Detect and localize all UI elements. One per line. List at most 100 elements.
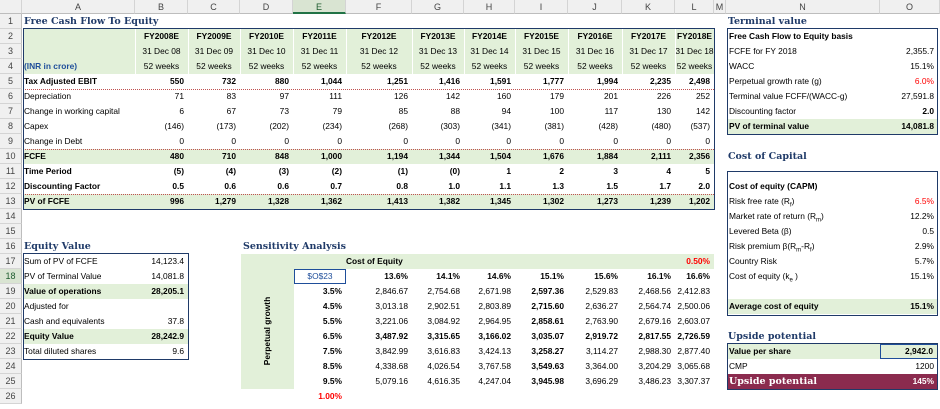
period-end-date[interactable]: 31 Dec 09 <box>194 46 234 56</box>
fcfe-value-cell[interactable]: 1.7 <box>659 181 671 191</box>
period-weeks[interactable]: 52 weeks <box>523 61 560 71</box>
column-header-b[interactable]: B <box>135 0 188 14</box>
period-end-date[interactable]: 31 Dec 14 <box>470 46 509 56</box>
sensitivity-cell[interactable]: 2,858.61 <box>531 316 564 326</box>
sensitivity-cell[interactable]: 3,114.27 <box>586 346 618 356</box>
growth-header[interactable]: 6.5% <box>322 331 342 341</box>
fcfe-value-cell[interactable]: 1,328 <box>268 196 289 206</box>
fcfe-value-cell[interactable]: 226 <box>657 91 671 101</box>
fcfe-value-cell[interactable]: 1,504 <box>490 151 511 161</box>
fcfe-value-cell[interactable]: 5 <box>705 166 710 176</box>
fcfe-value-cell[interactable]: (0) <box>449 166 460 176</box>
fcfe-value-cell[interactable]: 1,044 <box>321 76 342 86</box>
column-header-c[interactable]: C <box>188 0 240 14</box>
upside-value[interactable]: 145% <box>912 376 934 386</box>
sensitivity-cell[interactable]: 2,500.06 <box>677 301 710 311</box>
fcfe-value-cell[interactable]: 2,498 <box>689 76 710 86</box>
fcfe-value-cell[interactable]: 1,382 <box>439 196 460 206</box>
year-header[interactable]: FY2018E <box>677 31 712 41</box>
coe-header[interactable]: 16.1% <box>647 271 671 281</box>
column-header-d[interactable]: D <box>240 0 293 14</box>
fcfe-value-cell[interactable]: 848 <box>275 151 289 161</box>
row-header-14[interactable]: 14 <box>0 209 22 224</box>
fcfe-value-cell[interactable]: 1,676 <box>543 151 564 161</box>
sensitivity-cell[interactable]: 5,079.16 <box>375 376 408 386</box>
year-header[interactable]: FY2014E <box>472 31 507 41</box>
fcfe-value-cell[interactable]: 97 <box>279 91 289 101</box>
fcfe-value-cell[interactable]: 1.5 <box>606 181 618 191</box>
fcfe-value-cell[interactable]: 85 <box>398 106 408 116</box>
coe-header[interactable]: 14.6% <box>487 271 511 281</box>
fcfe-value-cell[interactable]: 142 <box>446 91 460 101</box>
fcfe-value-cell[interactable]: 2,356 <box>689 151 710 161</box>
row-header-9[interactable]: 9 <box>0 134 22 149</box>
fcfe-value-cell[interactable]: 0 <box>613 136 618 146</box>
sensitivity-cell[interactable]: 4,338.68 <box>375 361 408 371</box>
row-header-16[interactable]: 16 <box>0 239 22 254</box>
column-header-e[interactable]: E <box>293 0 346 14</box>
equity-value[interactable]: 37.8 <box>167 316 184 326</box>
fcfe-value-cell[interactable]: 480 <box>170 151 184 161</box>
row-header-17[interactable]: 17 <box>0 254 22 269</box>
fcfe-value-cell[interactable]: (5) <box>173 166 184 176</box>
fcfe-value-cell[interactable]: 1 <box>506 166 511 176</box>
fcfe-value-cell[interactable]: (428) <box>598 121 618 131</box>
fcfe-value-cell[interactable]: 0.6 <box>277 181 289 191</box>
fcfe-value-cell[interactable]: 160 <box>497 91 511 101</box>
period-end-date[interactable]: 31 Dec 12 <box>359 46 399 56</box>
fcfe-value-cell[interactable]: 0 <box>179 136 184 146</box>
fcfe-value-cell[interactable]: (381) <box>544 121 564 131</box>
fcfe-value-cell[interactable]: 117 <box>604 106 618 116</box>
row-header-21[interactable]: 21 <box>0 314 22 329</box>
fcfe-value-cell[interactable]: (234) <box>322 121 342 131</box>
sensitivity-cell[interactable]: 2,636.27 <box>585 301 618 311</box>
fcfe-value-cell[interactable]: 2,235 <box>650 76 671 86</box>
period-end-date[interactable]: 31 Dec 11 <box>300 46 339 56</box>
sensitivity-cell[interactable]: 3,486.23 <box>638 376 671 386</box>
sensitivity-cell[interactable]: 3,767.58 <box>478 361 511 371</box>
upside-value[interactable]: 1200 <box>915 361 934 371</box>
period-end-date[interactable]: 31 Dec 13 <box>418 46 458 56</box>
fcfe-value-cell[interactable]: (480) <box>651 121 671 131</box>
sensitivity-cell[interactable]: 3,221.06 <box>375 316 408 326</box>
fcfe-value-cell[interactable]: 0 <box>559 136 564 146</box>
column-header-n[interactable]: N <box>726 0 880 14</box>
fcfe-value-cell[interactable]: 1.1 <box>499 181 511 191</box>
terminal-value[interactable]: 15.1% <box>910 61 934 71</box>
period-weeks[interactable]: 52 weeks <box>577 61 613 71</box>
sensitivity-cell[interactable]: 3,013.18 <box>375 301 408 311</box>
fcfe-value-cell[interactable]: 79 <box>332 106 342 116</box>
fcfe-value-cell[interactable]: 67 <box>226 106 236 116</box>
equity-value[interactable]: 28,205.1 <box>151 286 184 296</box>
sensitivity-cell[interactable]: 2,412.83 <box>677 286 710 296</box>
period-weeks[interactable]: 52 weeks <box>630 61 667 71</box>
sensitivity-cell[interactable]: 2,964.95 <box>478 316 511 326</box>
year-header[interactable]: FY2008E <box>144 31 179 41</box>
period-end-date[interactable]: 31 Dec 18 <box>675 46 714 56</box>
fcfe-value-cell[interactable]: 1,279 <box>215 196 236 206</box>
sensitivity-cell[interactable]: 3,258.27 <box>531 346 564 356</box>
fcfe-value-cell[interactable]: 1,416 <box>439 76 460 86</box>
fcfe-value-cell[interactable]: 1,000 <box>321 151 342 161</box>
sensitivity-cell[interactable]: 4,026.54 <box>427 361 460 371</box>
row-header-19[interactable]: 19 <box>0 284 22 299</box>
row-header-20[interactable]: 20 <box>0 299 22 314</box>
sensitivity-cell[interactable]: 3,204.29 <box>638 361 671 371</box>
terminal-value[interactable]: 2.0 <box>922 106 934 116</box>
row-header-15[interactable]: 15 <box>0 224 22 239</box>
sensitivity-cell[interactable]: 2,671.98 <box>478 286 511 296</box>
coc-value[interactable]: 5.7% <box>914 256 934 266</box>
sensitivity-cell[interactable]: 3,616.83 <box>427 346 460 356</box>
fcfe-value-cell[interactable]: 1,777 <box>543 76 564 86</box>
fcfe-value-cell[interactable]: 0 <box>284 136 289 146</box>
column-header-j[interactable]: J <box>568 0 622 14</box>
fcfe-value-cell[interactable]: 0 <box>455 136 460 146</box>
column-header-o[interactable]: O <box>880 0 940 14</box>
terminal-value[interactable]: 14,081.8 <box>901 121 934 131</box>
fcfe-value-cell[interactable]: (202) <box>269 121 289 131</box>
year-header[interactable]: FY2013E <box>420 31 456 41</box>
period-end-date[interactable]: 31 Dec 10 <box>247 46 286 56</box>
growth-header[interactable]: 7.5% <box>322 346 342 356</box>
row-header-12[interactable]: 12 <box>0 179 22 194</box>
fcfe-value-cell[interactable]: 1,591 <box>490 76 511 86</box>
